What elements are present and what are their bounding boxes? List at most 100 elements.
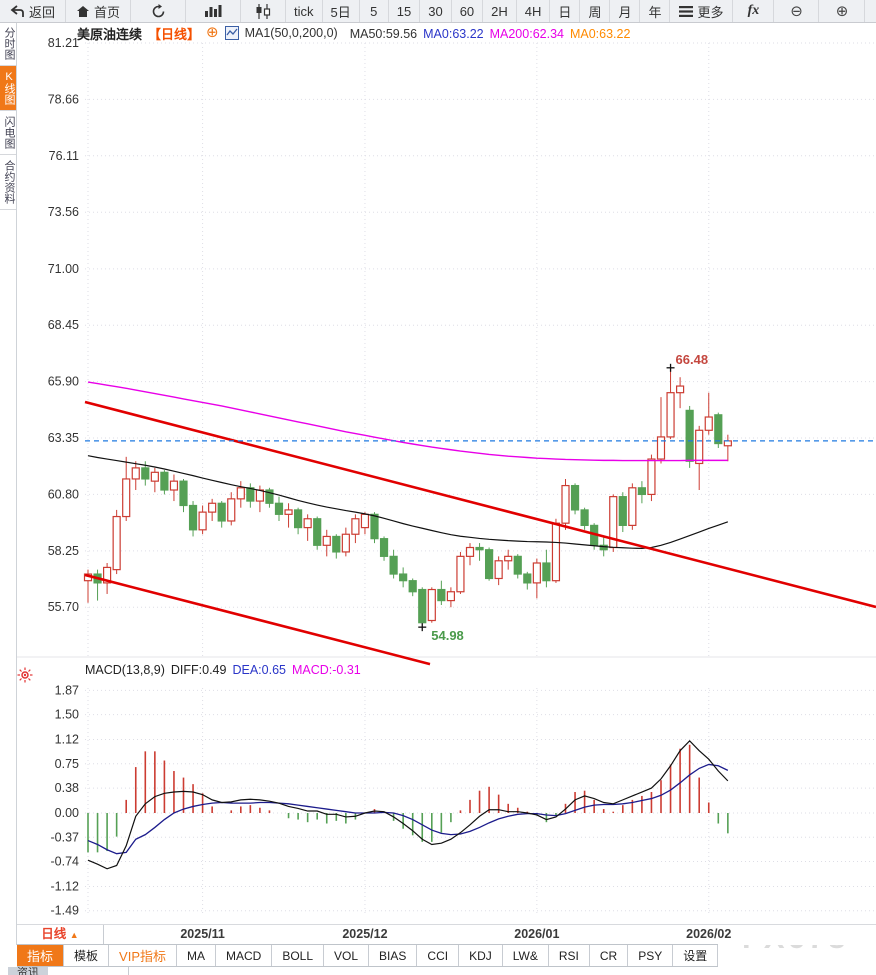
macd-axis-label: -1.12 bbox=[51, 879, 80, 893]
partial-bottom-tab[interactable]: 资讯 bbox=[8, 967, 48, 975]
partial-separator bbox=[128, 967, 129, 975]
ma-settings-label: MA1(50,0,200,0) bbox=[244, 26, 338, 40]
period-button-年[interactable]: 年 bbox=[640, 0, 671, 22]
macd-axis-label: 1.12 bbox=[55, 733, 79, 747]
y-axis-label: 63.35 bbox=[48, 431, 79, 445]
y-axis-label: 73.56 bbox=[48, 205, 79, 219]
period-button-15[interactable]: 15 bbox=[389, 0, 421, 22]
indicator-tab-MACD[interactable]: MACD bbox=[216, 945, 273, 966]
low-price-annotation: 54.98 bbox=[431, 628, 464, 643]
refresh-button[interactable] bbox=[131, 0, 187, 22]
zoom-in-button[interactable]: ⊕ bbox=[819, 0, 866, 22]
indicator-tab-BIAS[interactable]: BIAS bbox=[369, 945, 418, 966]
xaxis-row: 日线 ▲ 2025/11 2025/12 2026/01 2026/02 bbox=[0, 924, 876, 945]
add-indicator-icon[interactable]: ⊕ bbox=[206, 24, 219, 41]
macd-axis-label: -0.37 bbox=[51, 830, 80, 844]
formula-button[interactable]: fx bbox=[733, 0, 775, 22]
indicator-tab-CR[interactable]: CR bbox=[590, 945, 629, 966]
top-toolbar: 返回 首页 bbox=[0, 0, 876, 23]
indicator-tab-模板[interactable]: 模板 bbox=[64, 945, 110, 966]
home-icon bbox=[77, 5, 90, 17]
y-axis-label: 58.25 bbox=[48, 544, 79, 558]
macd-value-label: DIFF:0.49 bbox=[170, 663, 227, 677]
period-button-2H[interactable]: 2H bbox=[483, 0, 517, 22]
indicator-tab-BOLL[interactable]: BOLL bbox=[272, 945, 325, 966]
ma-value-label: MA0:63.22 bbox=[569, 26, 631, 41]
x-axis-label-2026/01: 2026/01 bbox=[514, 927, 560, 941]
indicator-tab-VIP指标[interactable]: VIP指标 bbox=[109, 945, 177, 966]
back-icon bbox=[10, 4, 24, 17]
y-axis-label: 81.21 bbox=[48, 36, 79, 50]
macd-axis-label: 0.38 bbox=[55, 781, 79, 795]
zoom-in-icon: ⊕ bbox=[835, 3, 849, 20]
period-button-月[interactable]: 月 bbox=[610, 0, 641, 22]
zoom-out-icon: ⊖ bbox=[790, 3, 803, 20]
sidebar-item-闪电图[interactable]: 闪电图 bbox=[0, 111, 16, 155]
sidebar-item-分时图[interactable]: 分时图 bbox=[0, 22, 16, 66]
back-button[interactable]: 返回 bbox=[0, 0, 67, 22]
indicator-tab-LW&[interactable]: LW& bbox=[503, 945, 549, 966]
x-axis-label-2026/02: 2026/02 bbox=[686, 927, 732, 941]
period-button-tick[interactable]: tick bbox=[286, 0, 323, 22]
macd-axis-label: -0.74 bbox=[51, 855, 80, 869]
y-axis-label: 71.00 bbox=[48, 262, 79, 276]
x-axis-label-2025/11: 2025/11 bbox=[180, 927, 225, 941]
indicator-tab-MA[interactable]: MA bbox=[177, 945, 216, 966]
macd-value-label: DEA:0.65 bbox=[232, 663, 286, 677]
indicator-tab-VOL[interactable]: VOL bbox=[324, 945, 370, 966]
sidebar-item-合约资料[interactable]: 合约资料 bbox=[0, 155, 16, 210]
macd-header: MACD(13,8,9) DIFF:0.49 DEA:0.65 MACD:-0.31 bbox=[85, 662, 361, 678]
indicator-toolbar: 指标 模板 VIP指标 MA MACD BOLL VOL BIAS CCI KDJ LW& RSI CR… bbox=[17, 944, 719, 967]
symbol-title: 美原油连续 bbox=[77, 26, 143, 42]
kline-style-icon[interactable] bbox=[224, 26, 239, 40]
y-axis-label: 65.90 bbox=[48, 375, 79, 389]
indicator-tab-KDJ[interactable]: KDJ bbox=[459, 945, 503, 966]
period-label: 日线 bbox=[41, 927, 67, 941]
indicator-tab-CCI[interactable]: CCI bbox=[417, 945, 460, 966]
period-button-4H[interactable]: 4H bbox=[517, 0, 551, 22]
period-button-日[interactable]: 日 bbox=[550, 0, 581, 22]
y-axis-label: 60.80 bbox=[48, 487, 79, 501]
menu-icon bbox=[679, 5, 694, 17]
macd-axis-label: 0.75 bbox=[55, 757, 79, 771]
chart-header: 美原油连续 【日线】 ⊕ MA1(50,0,200,0) MA50:59.56 MA… bbox=[77, 24, 631, 42]
period-button-60[interactable]: 60 bbox=[452, 0, 484, 22]
macd-axis-label: -1.49 bbox=[51, 904, 80, 918]
period-selector[interactable]: 日线 ▲ bbox=[17, 925, 104, 944]
period-button-5日[interactable]: 5日 bbox=[323, 0, 360, 22]
chevron-up-icon: ▲ bbox=[69, 930, 79, 940]
refresh-icon bbox=[152, 3, 164, 17]
chart-type-sidebar: 分时图 K线图 闪电图 合约资料 bbox=[0, 22, 17, 945]
macd-value-label: MACD:-0.31 bbox=[291, 663, 361, 677]
candlestick-icon bbox=[256, 3, 271, 19]
x-axis-label-2025/12: 2025/12 bbox=[342, 927, 388, 941]
ma-value-label: MA200:62.34 bbox=[489, 26, 564, 41]
macd-axis-label: 1.87 bbox=[55, 683, 79, 697]
more-button[interactable]: 更多 bbox=[670, 0, 734, 22]
home-button[interactable]: 首页 bbox=[66, 0, 132, 22]
macd-axis-label: 1.50 bbox=[55, 708, 79, 722]
period-button-group: tick 5日 5 15 30 60 2H 4H 日周月年 bbox=[286, 0, 671, 22]
indicator-tab-PSY[interactable]: PSY bbox=[628, 945, 674, 966]
indicator-tab-指标[interactable]: 指标 bbox=[17, 945, 65, 966]
period-button-30[interactable]: 30 bbox=[420, 0, 452, 22]
zoom-out-button[interactable]: ⊖ bbox=[774, 0, 820, 22]
indicator-tab-RSI[interactable]: RSI bbox=[549, 945, 590, 966]
indicator-tab-设置[interactable]: 设置 bbox=[673, 945, 719, 966]
home-label: 首页 bbox=[94, 4, 121, 20]
y-axis-label: 55.70 bbox=[48, 600, 79, 614]
y-axis-label: 68.45 bbox=[48, 318, 79, 332]
y-axis-label: 78.66 bbox=[48, 92, 79, 106]
sidebar-item-K线图[interactable]: K线图 bbox=[0, 66, 16, 111]
ma-value-label: MA0:63.22 bbox=[423, 26, 484, 41]
volume-chart-button[interactable] bbox=[186, 0, 242, 22]
indicator-settings-icon[interactable] bbox=[17, 667, 33, 688]
kline-chart-button[interactable] bbox=[241, 0, 287, 22]
ma-value-label: MA50:59.56 bbox=[349, 26, 418, 41]
period-button-周[interactable]: 周 bbox=[580, 0, 611, 22]
macd-values: DIFF:0.49 DEA:0.65 MACD:-0.31 bbox=[165, 663, 361, 677]
period-button-5[interactable]: 5 bbox=[360, 0, 389, 22]
